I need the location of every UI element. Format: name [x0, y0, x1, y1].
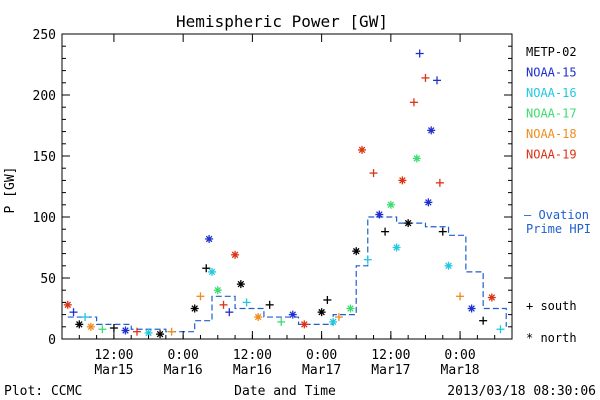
data-point-noaa-19-south-46	[421, 73, 430, 82]
data-point-metp-02-north-33	[352, 247, 361, 256]
x-tick-label-time-4: 12:00	[371, 348, 410, 363]
data-point-noaa-18-south-13	[196, 292, 205, 301]
x-tick-label-date-5: Mar18	[441, 363, 480, 378]
axes: 05010015020025012:00Mar150:00Mar1612:00M…	[33, 28, 513, 378]
y-axis-label: P [GW]	[3, 167, 18, 214]
data-point-noaa-15-north-37	[375, 210, 384, 219]
x-tick-label-time-5: 0:00	[444, 348, 475, 363]
data-point-noaa-19-south-50	[435, 178, 444, 187]
legend-entry-noaa-18: NOAA-18	[526, 127, 577, 141]
data-point-noaa-19-north-0	[63, 300, 72, 309]
x-tick-label-date-3: Mar17	[302, 363, 341, 378]
timestamp: 2013/03/18 08:30:06	[447, 384, 596, 399]
data-point-noaa-15-north-54	[467, 304, 476, 313]
data-point-noaa-19-north-56	[487, 293, 496, 302]
data-point-noaa-15-north-48	[427, 126, 436, 135]
data-point-noaa-19-south-18	[219, 300, 228, 309]
marker-legend-north: * north	[526, 331, 577, 345]
data-point-metp-02-south-38	[381, 227, 390, 236]
data-point-noaa-16-south-3	[81, 313, 90, 322]
data-point-noaa-15-north-47	[424, 198, 433, 207]
ovation-legend-label: — Ovation	[524, 208, 589, 222]
legend-entry-noaa-16: NOAA-16	[526, 86, 577, 100]
y-tick-label-100: 100	[33, 211, 56, 226]
data-point-noaa-17-south-5	[98, 325, 107, 334]
data-point-noaa-19-south-43	[409, 98, 418, 107]
data-point-noaa-15-north-26	[288, 310, 297, 319]
ovation-legend-label-2: Prime HPI	[526, 222, 591, 236]
data-point-metp-02-south-14	[202, 264, 211, 273]
data-point-metp-02-north-42	[404, 219, 413, 228]
data-point-metp-02-south-29	[323, 295, 332, 304]
x-tick-label-date-4: Mar17	[371, 363, 410, 378]
x-tick-label-time-2: 12:00	[233, 348, 272, 363]
data-point-noaa-18-south-31	[334, 313, 343, 322]
y-tick-label-0: 0	[48, 333, 56, 348]
data-point-noaa-16-north-9	[144, 328, 153, 337]
data-point-metp-02-north-10	[156, 330, 165, 339]
marker-legend-south: + south	[526, 299, 577, 313]
data-point-metp-02-south-55	[479, 316, 488, 325]
data-point-noaa-15-south-19	[225, 308, 234, 317]
data-point-noaa-18-north-23	[254, 313, 263, 322]
data-point-noaa-16-north-16	[208, 267, 216, 276]
data-point-metp-02-south-51	[438, 227, 447, 236]
data-point-noaa-15-south-1	[69, 308, 78, 317]
data-point-metp-02-south-6	[109, 324, 118, 333]
plot-frame	[61, 33, 513, 340]
data-point-noaa-17-north-39	[386, 200, 395, 209]
ovation-hpi-line	[67, 216, 507, 333]
data-point-noaa-16-south-35	[363, 255, 372, 264]
data-point-metp-02-north-12	[190, 304, 199, 313]
x-tick-label-date-2: Mar16	[233, 363, 272, 378]
legend-entry-noaa-17: NOAA-17	[526, 107, 577, 121]
data-point-noaa-17-south-25	[277, 317, 286, 326]
y-tick-label-50: 50	[40, 272, 56, 287]
data-point-noaa-16-south-22	[242, 298, 251, 307]
data-point-noaa-19-south-8	[133, 327, 141, 336]
data-point-noaa-19-north-41	[398, 176, 407, 185]
data-point-noaa-17-north-44	[412, 154, 421, 163]
y-tick-label-200: 200	[33, 89, 56, 104]
plot-area	[63, 49, 507, 339]
data-point-noaa-18-north-4	[86, 322, 95, 331]
data-point-noaa-19-north-27	[300, 320, 309, 329]
data-point-noaa-17-north-32	[346, 304, 355, 313]
data-point-noaa-18-south-53	[456, 292, 465, 301]
data-point-noaa-15-north-15	[205, 234, 214, 243]
data-point-noaa-15-south-49	[433, 76, 441, 85]
data-point-noaa-18-south-11	[167, 327, 176, 336]
data-point-metp-02-north-2	[75, 320, 84, 329]
legend-entry-noaa-19: NOAA-19	[526, 148, 577, 162]
data-point-noaa-16-south-57	[496, 325, 505, 334]
plot-credit: Plot: CCMC	[4, 384, 82, 399]
x-axis-label: Date and Time	[234, 384, 336, 399]
x-tick-label-date-1: Mar16	[164, 363, 203, 378]
data-point-noaa-19-south-36	[369, 169, 378, 178]
data-point-noaa-16-north-52	[444, 261, 453, 270]
legend-entry-metp-02: METP-02	[526, 45, 577, 59]
data-point-noaa-19-north-20	[231, 250, 240, 259]
y-tick-label-250: 250	[33, 28, 56, 43]
data-point-noaa-15-north-7	[121, 326, 130, 335]
data-point-noaa-16-north-30	[329, 317, 338, 326]
data-point-noaa-15-south-45	[415, 49, 424, 58]
data-point-noaa-19-north-34	[358, 145, 366, 154]
x-tick-label-time-1: 0:00	[167, 348, 198, 363]
chart-title: Hemispheric Power [GW]	[176, 12, 388, 31]
legend-entry-noaa-15: NOAA-15	[526, 66, 577, 80]
x-tick-label-time-3: 0:00	[306, 348, 337, 363]
x-tick-label-time-0: 12:00	[94, 348, 133, 363]
data-point-metp-02-south-24	[265, 300, 274, 309]
data-point-metp-02-north-28	[317, 308, 326, 317]
legend: METP-02 NOAA-15 NOAA-16 NOAA-17 NOAA-18 NOAA-…	[526, 45, 577, 162]
x-tick-label-date-0: Mar15	[94, 363, 133, 378]
data-point-noaa-16-north-40	[392, 243, 401, 252]
y-tick-label-150: 150	[33, 150, 56, 165]
data-point-metp-02-north-21	[236, 280, 245, 289]
data-point-noaa-17-north-17	[213, 286, 222, 295]
